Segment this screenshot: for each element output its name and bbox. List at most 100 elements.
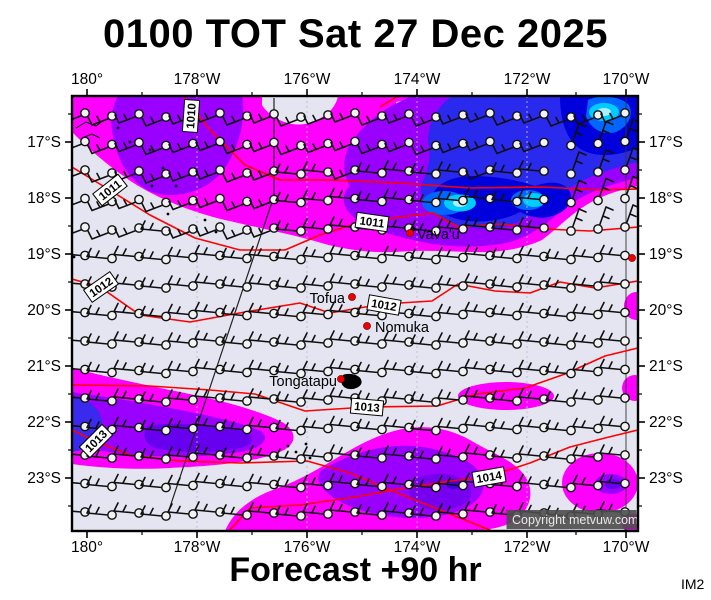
station-circle: [404, 308, 414, 319]
wind-barb: [519, 137, 549, 153]
station-circle: [134, 308, 144, 319]
station-circle: [188, 395, 198, 405]
wind-barb: [194, 501, 225, 517]
wind-barb-shaft: [598, 177, 614, 198]
station-circle: [80, 193, 90, 204]
wind-barb-shaft: [383, 274, 406, 286]
pressure-label-box: [349, 397, 385, 417]
station-circle: [485, 307, 495, 318]
station-circle: [161, 340, 171, 350]
wind-barb-shaft: [410, 305, 433, 318]
wind-barb: [491, 162, 522, 178]
station-circle: [242, 367, 252, 378]
wind-barb: [437, 360, 468, 377]
station-circle: [539, 365, 549, 376]
wind-barb-shaft: [113, 416, 136, 429]
wind-barb: [437, 417, 468, 434]
wind-barb-shaft: [383, 188, 406, 201]
station-circle: [458, 480, 468, 491]
wind-barb-shaft: [625, 204, 638, 225]
wind-barb-shaft: [329, 387, 352, 399]
station-circle: [512, 396, 522, 406]
wind-barb-shaft: [167, 246, 190, 259]
wind-barb: [356, 418, 387, 435]
station-circle: [512, 168, 522, 178]
wind-barb-shaft: [275, 362, 298, 375]
wind-barb: [329, 330, 360, 346]
lon-label-bottom: 174°W: [394, 539, 441, 556]
wind-barb-shaft: [383, 388, 406, 400]
wind-barb-shaft: [194, 472, 217, 485]
wind-barb: [114, 194, 144, 210]
wind-barb: [329, 273, 360, 289]
station-circle: [80, 250, 90, 261]
wind-barb: [518, 274, 549, 290]
wind-barb: [491, 333, 522, 349]
station-circle: [323, 423, 333, 434]
station-circle: [566, 226, 576, 236]
wind-barb: [140, 476, 171, 493]
wind-barb-shaft: [302, 446, 325, 458]
wind-barb: [72, 389, 90, 403]
wind-barb: [383, 188, 414, 205]
station-circle: [134, 166, 144, 176]
wind-barb-shaft: [194, 501, 217, 513]
wind-barb: [167, 275, 198, 291]
wind-barb-shaft: [302, 189, 325, 202]
pressure-label: 1013: [78, 423, 114, 459]
wind-barb-shaft: [572, 303, 595, 316]
station-circle: [107, 510, 117, 520]
station-circle: [242, 396, 252, 406]
wind-barb: [221, 304, 252, 321]
pressure-label-box: [471, 466, 507, 488]
wind-barb-shaft: [248, 473, 271, 486]
island-dot: [286, 444, 290, 448]
wind-barb-shaft: [114, 113, 137, 124]
lon-label-top: 178°W: [174, 71, 221, 88]
wind-barb-shaft: [464, 358, 487, 371]
wind-barb-shaft: [491, 361, 514, 374]
station-circle: [269, 251, 279, 262]
wind-barb-shaft: [383, 245, 406, 258]
wind-barb: [410, 391, 441, 407]
wind-barb: [275, 505, 306, 521]
wind-barb-shaft: [167, 332, 190, 344]
wind-barb: [275, 305, 306, 322]
wind-barb: [620, 175, 638, 204]
wind-barb-shaft: [195, 141, 218, 152]
station-circle: [566, 254, 576, 265]
wind-barb-shaft: [72, 503, 82, 513]
wind-barb: [464, 444, 495, 460]
wind-barb: [329, 415, 360, 432]
wind-barb-shaft: [465, 141, 488, 152]
station-circle: [350, 336, 360, 346]
wind-barb-shaft: [302, 332, 325, 344]
wind-barb: [113, 302, 144, 319]
wind-barb-shaft: [356, 276, 379, 288]
station-circle: [323, 338, 333, 348]
wind-barb-shaft: [491, 418, 514, 431]
lon-label-bottom: 170°W: [603, 539, 650, 556]
wind-barb: [72, 332, 90, 346]
lat-label-right: 19°S: [649, 246, 683, 263]
wind-barb-shaft: [140, 419, 163, 432]
wind-barb-shaft: [411, 145, 434, 156]
station-circle: [458, 366, 468, 377]
station-circle: [350, 421, 360, 432]
wind-barb: [599, 330, 630, 346]
wind-barb: [572, 446, 603, 462]
wind-barb-shaft: [518, 188, 541, 201]
wind-barb: [302, 389, 333, 405]
wind-barb: [86, 390, 117, 406]
station-circle: [107, 253, 117, 264]
wind-barb: [545, 476, 576, 493]
wind-barb: [168, 195, 198, 211]
wind-barb-shaft: [114, 142, 137, 153]
wind-barb: [518, 160, 549, 176]
wind-barb: [491, 247, 522, 264]
wind-barb: [410, 419, 441, 436]
wind-barb-shaft: [276, 116, 299, 127]
pressure-label-box: [82, 270, 120, 304]
wind-barb-shaft: [302, 246, 325, 259]
